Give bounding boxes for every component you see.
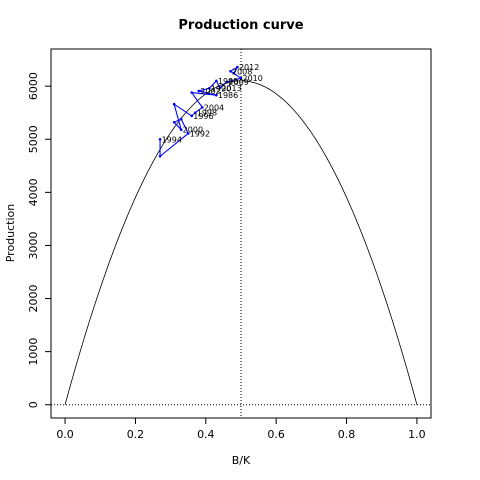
data-point-year-label: 2004 xyxy=(204,103,224,112)
data-point-year-label: 1994 xyxy=(162,135,182,144)
data-point xyxy=(229,69,232,73)
x-tick-label: 0.8 xyxy=(338,428,356,441)
data-point xyxy=(172,120,176,124)
data-point-year-label: 1990 xyxy=(211,84,231,93)
y-axis-label: Production xyxy=(4,204,17,263)
data-point-year-label: 1998 xyxy=(197,109,217,118)
x-tick-label: 1.0 xyxy=(408,428,426,441)
data-point xyxy=(172,102,176,106)
data-point-year-label: 2010 xyxy=(243,74,263,83)
chart-title: Production curve xyxy=(178,18,303,33)
data-point-year-label: 1986 xyxy=(218,91,238,100)
data-point xyxy=(215,93,218,97)
data-point xyxy=(190,91,194,94)
data-point-year-label: 1996 xyxy=(193,112,213,121)
data-point xyxy=(218,86,222,90)
y-tick-label: 3000 xyxy=(27,231,40,259)
y-tick-label: 0 xyxy=(27,401,40,408)
data-point xyxy=(186,132,190,135)
production-curve-line xyxy=(64,80,418,405)
data-point xyxy=(158,137,162,141)
data-point xyxy=(236,65,239,69)
x-tick-label: 0.4 xyxy=(197,428,215,441)
data-point xyxy=(208,86,211,90)
y-tick-label: 4000 xyxy=(27,178,40,206)
data-point xyxy=(200,106,204,109)
data-point xyxy=(179,128,183,132)
data-point xyxy=(179,117,183,121)
data-point-year-label: 2012 xyxy=(239,63,259,72)
data-point xyxy=(193,111,197,115)
data-point-year-label: 1988 xyxy=(218,77,238,86)
data-point-year-label: 1992 xyxy=(190,129,210,138)
y-tick-label: 6000 xyxy=(27,72,40,100)
plot-frame xyxy=(50,48,432,419)
data-point xyxy=(197,89,201,93)
data-point xyxy=(158,154,162,158)
data-point-year-label: 2009 xyxy=(228,78,248,87)
y-tick-label: 2000 xyxy=(27,285,40,313)
data-point xyxy=(225,80,229,84)
data-point-year-label: 2000 xyxy=(183,126,203,135)
data-point-year-label: 2008 xyxy=(232,67,252,76)
data-point xyxy=(239,76,243,80)
plot-area: 0.0 0.2 0.4 0.6 0.8 1.0 0 1000 2000 3000 4000 5000 6… xyxy=(27,48,432,441)
y-tick-label: 1000 xyxy=(27,338,40,366)
data-point xyxy=(215,79,218,83)
x-axis-label: B/K xyxy=(232,454,251,467)
x-tick-label: 0.6 xyxy=(267,428,285,441)
data-point xyxy=(190,114,194,118)
y-tick-label: 5000 xyxy=(27,125,40,153)
x-tick-label: 0.0 xyxy=(56,428,74,441)
data-point xyxy=(232,71,236,75)
data-point-year-label: 2013 xyxy=(221,84,241,93)
data-point-year-label: 2002 xyxy=(200,87,220,96)
x-tick-label: 0.2 xyxy=(127,428,145,441)
